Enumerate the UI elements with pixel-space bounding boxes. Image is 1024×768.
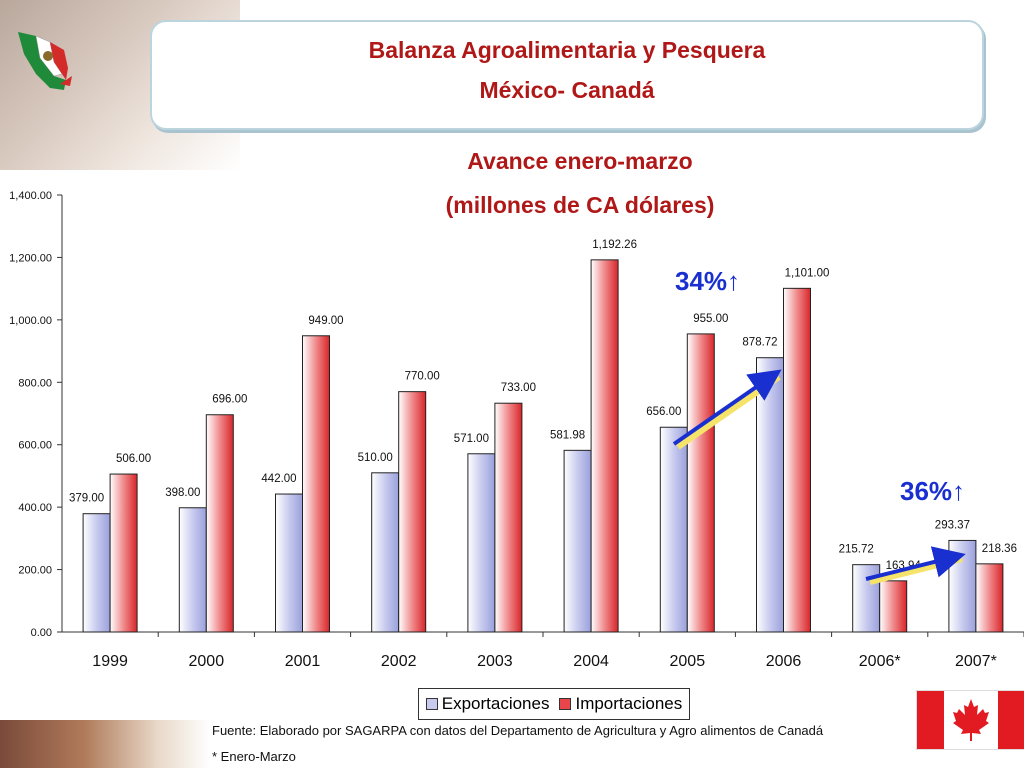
bar-importaciones xyxy=(398,391,427,633)
bar-importaciones xyxy=(783,287,811,633)
bar-importaciones xyxy=(879,580,908,633)
y-tick-label: 200.00 xyxy=(18,565,52,577)
bar-exportaciones xyxy=(178,507,207,633)
x-tick-label: 2007* xyxy=(955,653,997,670)
growth-arrow-2007 xyxy=(865,546,966,581)
data-label: 733.00 xyxy=(501,382,536,394)
y-tick-label: 600.00 xyxy=(18,440,52,452)
bar-exportaciones xyxy=(275,493,303,633)
growth-annotation-2006: 34%↑ xyxy=(675,266,741,296)
chart-legend: Exportaciones Importaciones xyxy=(418,688,690,720)
data-label: 293.37 xyxy=(935,519,970,531)
growth-annotation-2007: 36%↑ xyxy=(900,476,966,506)
x-tick-label: 2006 xyxy=(766,653,802,670)
data-label: 379.00 xyxy=(69,493,104,505)
legend-item-importaciones: Importaciones xyxy=(559,694,682,714)
bar-importaciones xyxy=(686,333,715,633)
bar-importaciones xyxy=(975,563,1004,633)
y-tick-label: 1,400.00 xyxy=(9,190,52,202)
x-tick-label: 2003 xyxy=(477,653,513,670)
legend-item-exportaciones: Exportaciones xyxy=(425,694,550,714)
data-label: 770.00 xyxy=(405,371,440,383)
bar-exportaciones xyxy=(563,449,592,633)
bar-importaciones xyxy=(302,335,330,633)
period-note: * Enero-Marzo xyxy=(212,749,296,764)
data-label: 1,192.26 xyxy=(592,239,637,251)
data-label: 878.72 xyxy=(742,337,777,349)
data-label: 398.00 xyxy=(165,487,200,499)
x-tick-label: 2005 xyxy=(670,653,706,670)
chart-subtitle: (millones de CA dólares) xyxy=(445,192,715,218)
bar-importaciones xyxy=(109,473,138,633)
data-label: 696.00 xyxy=(212,394,247,406)
title-box: Balanza Agroalimentaria y Pesquera Méxic… xyxy=(150,20,984,130)
mexico-map-flag-icon xyxy=(18,32,72,90)
x-tick-label: 2000 xyxy=(189,653,225,670)
y-tick-label: 1,000.00 xyxy=(9,315,52,327)
legend-label-importaciones: Importaciones xyxy=(575,694,683,713)
page-title: Balanza Agroalimentaria y Pesquera xyxy=(368,37,766,63)
x-tick-label: 1999 xyxy=(92,653,128,670)
bar-exportaciones xyxy=(371,472,400,633)
bar-importaciones xyxy=(494,402,523,633)
bar-exportaciones xyxy=(467,453,496,633)
bar-exportaciones xyxy=(948,539,977,633)
x-tick-label: 2006* xyxy=(859,653,901,670)
data-label: 510.00 xyxy=(358,452,393,464)
x-tick-label: 2002 xyxy=(381,653,417,670)
data-label: 218.36 xyxy=(982,543,1017,555)
legend-label-exportaciones: Exportaciones xyxy=(441,694,550,713)
source-note: Fuente: Elaborado por SAGARPA con datos … xyxy=(212,723,824,738)
canada-flag-icon xyxy=(916,690,1024,750)
chart-title: Avance enero-marzo xyxy=(467,148,693,174)
data-label: 1,101.00 xyxy=(785,267,830,279)
x-tick-label: 2004 xyxy=(573,653,609,670)
bar-exportaciones xyxy=(659,426,688,633)
y-tick-label: 400.00 xyxy=(18,502,52,514)
data-label: 656.00 xyxy=(646,406,681,418)
background-decoration-bottom xyxy=(0,720,210,768)
y-tick-label: 1,200.00 xyxy=(9,252,52,264)
data-label: 571.00 xyxy=(454,433,489,445)
legend-swatch-exportaciones xyxy=(425,698,438,710)
data-label: 949.00 xyxy=(308,315,343,327)
legend-swatch-importaciones xyxy=(559,698,572,710)
y-tick-label: 800.00 xyxy=(18,377,52,389)
data-label: 215.72 xyxy=(839,544,874,556)
data-label: 581.98 xyxy=(550,429,585,441)
page-subtitle: México- Canadá xyxy=(479,77,655,103)
data-label: 442.00 xyxy=(261,473,296,485)
bar-exportaciones xyxy=(756,357,784,633)
data-label: 955.00 xyxy=(693,313,728,325)
bar-exportaciones xyxy=(82,513,111,633)
growth-arrow-2006 xyxy=(672,369,782,446)
bar-importaciones xyxy=(205,414,234,633)
data-label: 506.00 xyxy=(116,453,151,465)
x-tick-label: 2001 xyxy=(285,653,321,670)
y-tick-label: 0.00 xyxy=(31,627,52,639)
bar-importaciones xyxy=(590,259,619,633)
